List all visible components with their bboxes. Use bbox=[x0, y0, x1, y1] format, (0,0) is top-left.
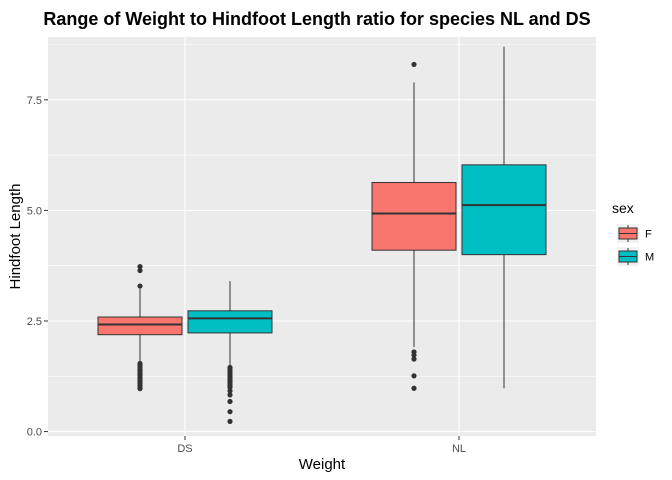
legend-label: M bbox=[645, 252, 654, 264]
outlier-point bbox=[227, 409, 233, 415]
outlier-point bbox=[137, 263, 143, 270]
outlier-point bbox=[411, 373, 417, 379]
outlier-point bbox=[137, 267, 143, 274]
y-axis: 0.0 2.5 5.0 7.5 bbox=[27, 95, 48, 439]
y-tick-label: 7.5 bbox=[27, 95, 42, 107]
outlier-point bbox=[227, 418, 233, 425]
x-tick-label: NL bbox=[452, 443, 466, 455]
box-F-DS bbox=[97, 263, 183, 392]
chart-title: Range of Weight to Hindfoot Length ratio… bbox=[43, 9, 590, 29]
legend-item-F: F bbox=[617, 224, 652, 243]
outlier-point bbox=[227, 364, 233, 371]
outlier-point bbox=[137, 360, 143, 367]
legend: sex FM bbox=[612, 200, 654, 266]
outlier-point bbox=[411, 349, 417, 355]
outlier-point bbox=[227, 398, 233, 405]
x-tick-label: DS bbox=[177, 443, 192, 455]
iqr-box bbox=[97, 316, 183, 336]
outlier-point bbox=[411, 356, 417, 362]
x-axis-title: Weight bbox=[299, 456, 346, 473]
box-series bbox=[97, 46, 547, 425]
legend-title: sex bbox=[612, 200, 634, 216]
y-tick-label: 2.5 bbox=[27, 316, 42, 328]
box-M-DS bbox=[187, 281, 273, 425]
box-M-NL bbox=[461, 46, 547, 389]
outlier-point bbox=[137, 283, 143, 289]
y-axis-title: Hindfoot Length bbox=[7, 184, 24, 290]
y-tick-label: 5.0 bbox=[27, 205, 42, 217]
y-tick-label: 0.0 bbox=[27, 427, 42, 439]
outlier-point bbox=[411, 61, 417, 68]
iqr-box bbox=[371, 182, 457, 251]
outlier-point bbox=[411, 385, 417, 391]
legend-label: F bbox=[645, 229, 652, 241]
outlier-point bbox=[227, 392, 233, 398]
x-axis: DS NL bbox=[177, 436, 466, 455]
iqr-box bbox=[187, 310, 273, 334]
iqr-box bbox=[461, 164, 547, 256]
legend-item-M: M bbox=[617, 247, 654, 266]
box-F-NL bbox=[371, 61, 457, 391]
